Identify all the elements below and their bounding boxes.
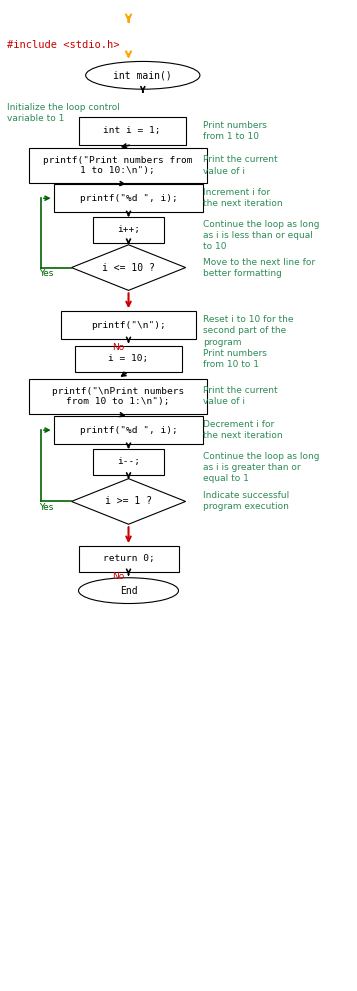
- Text: printf("\n");: printf("\n");: [91, 320, 166, 330]
- Text: printf("%d ", i);: printf("%d ", i);: [80, 425, 177, 435]
- Text: No: No: [112, 572, 124, 582]
- FancyBboxPatch shape: [54, 184, 203, 212]
- Ellipse shape: [79, 578, 178, 604]
- Text: printf("Print numbers from
1 to 10:\n");: printf("Print numbers from 1 to 10:\n");: [43, 156, 192, 175]
- FancyBboxPatch shape: [93, 449, 164, 475]
- FancyBboxPatch shape: [29, 379, 207, 414]
- Text: i <= 10 ?: i <= 10 ?: [102, 263, 155, 273]
- Text: Yes: Yes: [39, 502, 54, 512]
- FancyBboxPatch shape: [75, 346, 182, 372]
- Text: #include <stdio.h>: #include <stdio.h>: [7, 40, 120, 50]
- Text: Reset i to 10 for the
second part of the
program: Reset i to 10 for the second part of the…: [203, 315, 294, 347]
- Polygon shape: [71, 245, 186, 290]
- FancyBboxPatch shape: [79, 546, 178, 572]
- Text: int main(): int main(): [114, 70, 172, 80]
- Text: Increment i for
the next iteration: Increment i for the next iteration: [203, 188, 283, 208]
- Text: i++;: i++;: [117, 225, 140, 235]
- FancyBboxPatch shape: [54, 416, 203, 444]
- FancyBboxPatch shape: [93, 217, 164, 243]
- Text: Initialize the loop control
variable to 1: Initialize the loop control variable to …: [7, 103, 120, 123]
- Polygon shape: [71, 479, 186, 524]
- Text: Decrement i for
the next iteration: Decrement i for the next iteration: [203, 420, 283, 440]
- Text: i >= 1 ?: i >= 1 ?: [105, 496, 152, 506]
- FancyBboxPatch shape: [61, 311, 196, 339]
- Text: i--;: i--;: [117, 457, 140, 467]
- Text: Print numbers
from 1 to 10: Print numbers from 1 to 10: [203, 121, 267, 141]
- Text: Move to the next line for
better formatting: Move to the next line for better formatt…: [203, 258, 316, 277]
- Ellipse shape: [86, 61, 200, 89]
- Text: Continue the loop as long
as i is less than or equal
to 10: Continue the loop as long as i is less t…: [203, 220, 320, 252]
- Text: End: End: [120, 586, 137, 596]
- FancyBboxPatch shape: [29, 148, 207, 183]
- Text: printf("%d ", i);: printf("%d ", i);: [80, 193, 177, 203]
- Text: Indicate successful
program execution: Indicate successful program execution: [203, 492, 290, 511]
- Text: printf("\nPrint numbers
from 10 to 1:\n");: printf("\nPrint numbers from 10 to 1:\n"…: [52, 386, 184, 406]
- Text: Print the current
value of i: Print the current value of i: [203, 156, 278, 175]
- Text: Continue the loop as long
as i is greater than or
equal to 1: Continue the loop as long as i is greate…: [203, 452, 320, 484]
- Text: Yes: Yes: [39, 269, 54, 278]
- Text: Print the current
value of i: Print the current value of i: [203, 386, 278, 406]
- Text: No: No: [112, 343, 124, 353]
- Text: int i = 1;: int i = 1;: [103, 126, 161, 136]
- Text: return 0;: return 0;: [103, 554, 154, 564]
- Text: i = 10;: i = 10;: [109, 354, 149, 364]
- Text: Print numbers
from 10 to 1: Print numbers from 10 to 1: [203, 349, 267, 369]
- FancyBboxPatch shape: [79, 117, 186, 145]
